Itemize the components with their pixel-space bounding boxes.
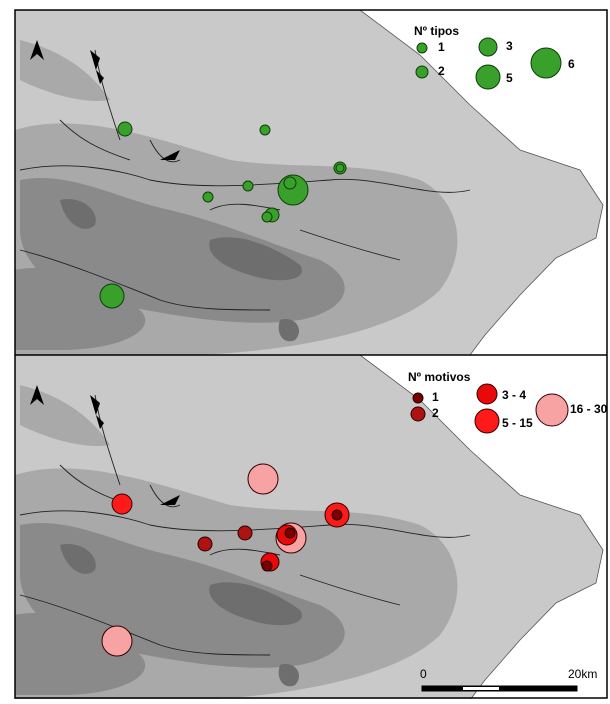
site (262, 561, 272, 571)
legend-label: 2 (432, 406, 439, 420)
site (332, 510, 342, 520)
site (285, 528, 295, 538)
site (100, 284, 124, 308)
legend-symbol (536, 394, 568, 426)
legend-label: 16 - 30 (570, 402, 608, 416)
site (243, 181, 253, 191)
legend-symbol (475, 409, 499, 433)
site (260, 125, 270, 135)
legend-title: Nº motivos (408, 370, 471, 384)
legend-symbol (413, 393, 423, 403)
legend-symbol (477, 384, 497, 404)
legend-label: 5 - 15 (502, 416, 533, 430)
legend-title: Nº tipos (414, 24, 459, 38)
legend-symbol (416, 66, 428, 78)
scale-start: 0 (420, 667, 427, 681)
site (248, 464, 278, 494)
legend-label: 5 (506, 71, 513, 85)
site (336, 164, 344, 172)
legend-symbol (476, 65, 500, 89)
bottom-panel: Nº motivos 1 2 3 - 4 5 - 15 16 - 30 0 20… (15, 355, 608, 699)
site (262, 212, 272, 222)
legend-label: 3 - 4 (502, 388, 526, 402)
legend-label: 2 (438, 64, 445, 78)
site (102, 626, 132, 656)
scale-bar-segment (463, 687, 499, 690)
top-panel: Nº tipos 1 2 3 5 6 (15, 10, 607, 355)
legend-symbol (417, 43, 427, 53)
map-figure: Nº tipos 1 2 3 5 6 (0, 0, 610, 699)
legend-symbol (411, 407, 425, 421)
legend-label: 1 (432, 390, 439, 404)
scale-end: 20km (568, 667, 597, 681)
site (238, 526, 252, 540)
site (112, 494, 132, 514)
legend-label: 1 (438, 40, 445, 54)
site (198, 537, 212, 551)
legend-label: 3 (506, 39, 513, 53)
legend-symbol (531, 48, 561, 78)
legend-symbol (479, 38, 497, 56)
site (284, 177, 296, 189)
site (203, 192, 213, 202)
legend-label: 6 (568, 57, 575, 71)
scale-bar-outline (422, 686, 577, 691)
site (118, 122, 132, 136)
